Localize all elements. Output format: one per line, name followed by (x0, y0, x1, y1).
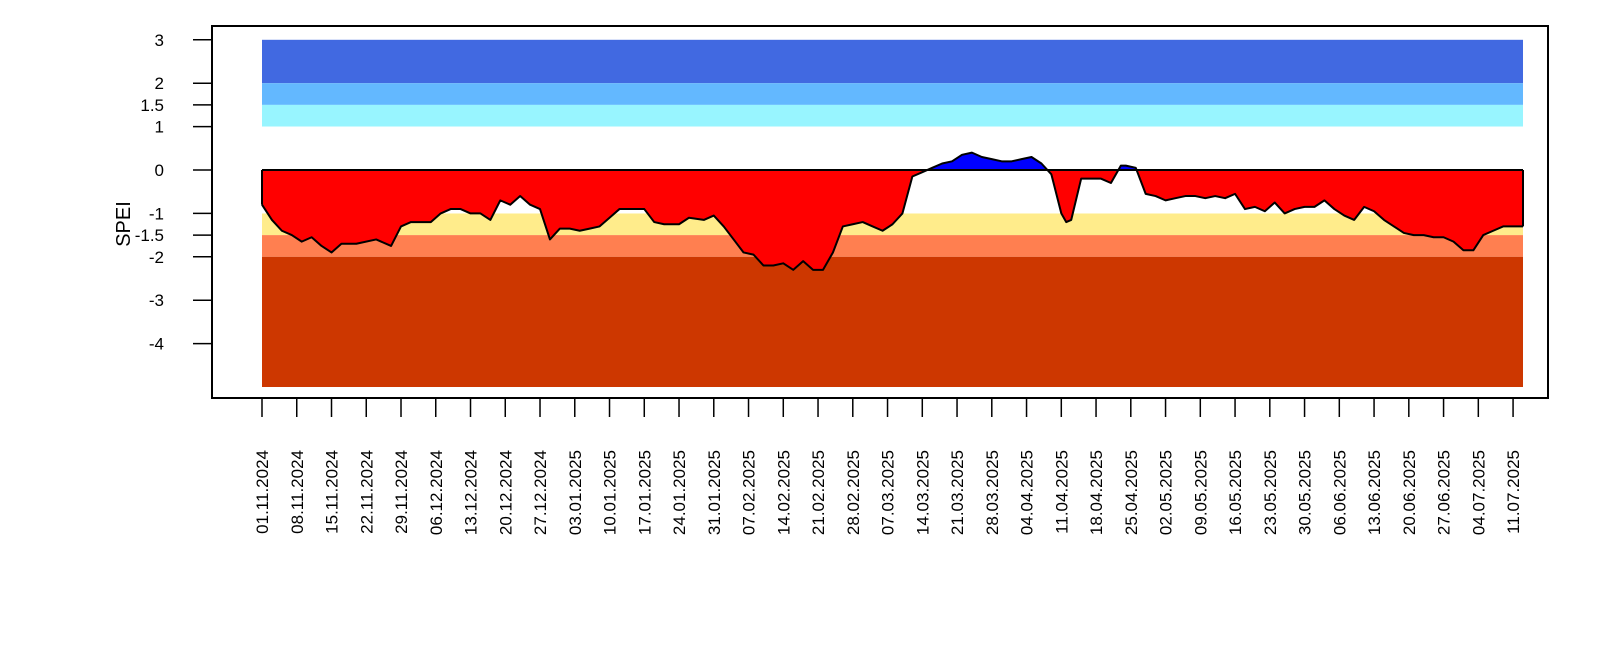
x-tick-label: 20.06.2025 (1400, 450, 1419, 535)
x-tick-label: 13.12.2024 (462, 450, 481, 535)
x-tick-label: 09.05.2025 (1191, 450, 1210, 535)
x-tick-label: 04.07.2025 (1469, 450, 1488, 535)
y-tick-label: -4 (149, 335, 164, 354)
x-tick-label: 22.11.2024 (357, 450, 376, 534)
spei-series-line (261, 151, 1524, 271)
category-band (262, 83, 1523, 105)
x-tick-label: 10.01.2025 (601, 450, 620, 535)
x-tick-label: 02.05.2025 (1157, 450, 1176, 535)
x-tick-label: 21.02.2025 (809, 450, 828, 535)
x-tick-label: 31.01.2025 (705, 450, 724, 535)
x-tick-label: 27.12.2024 (531, 450, 550, 535)
x-tick-label: 13.06.2025 (1365, 450, 1384, 535)
x-tick-label: 20.12.2024 (496, 450, 515, 535)
y-axis-title: SPEI (113, 201, 135, 247)
x-tick-label: 16.05.2025 (1226, 450, 1245, 535)
x-tick-label: 14.02.2025 (774, 450, 793, 535)
x-tick-label: 28.03.2025 (983, 450, 1002, 535)
x-tick-label: 24.01.2025 (670, 450, 689, 535)
x-tick-label: 11.07.2025 (1504, 450, 1523, 534)
x-tick-label: 03.01.2025 (566, 450, 585, 535)
negative-area (262, 170, 1523, 270)
x-tick-label: 07.03.2025 (879, 450, 898, 535)
x-tick-label: 30.05.2025 (1296, 450, 1315, 535)
x-tick-label: 17.01.2025 (635, 450, 654, 535)
x-tick-label: 04.04.2025 (1018, 450, 1037, 535)
x-tick-label: 15.11.2024 (323, 450, 342, 534)
x-tick-label: 07.02.2025 (740, 450, 759, 535)
y-tick-label: -1 (149, 204, 164, 223)
x-tick-label: 18.04.2025 (1087, 450, 1106, 535)
y-tick-label: 2 (155, 74, 164, 93)
x-tick-label: 23.05.2025 (1261, 450, 1280, 535)
x-tick-label: 29.11.2024 (392, 450, 411, 534)
x-tick-label: 28.02.2025 (844, 450, 863, 535)
x-tick-label: 14.03.2025 (913, 450, 932, 535)
x-tick-label: 27.06.2025 (1435, 450, 1454, 535)
y-tick-label: 0 (155, 161, 164, 180)
x-tick-label: 06.06.2025 (1330, 450, 1349, 535)
y-tick-label: -1.5 (135, 226, 164, 245)
y-tick-label: 1 (155, 118, 164, 137)
category-band (262, 104, 1523, 127)
y-tick-label: -2 (149, 248, 164, 267)
x-tick-label: 25.04.2025 (1122, 450, 1141, 535)
y-tick-label: 3 (155, 31, 164, 50)
category-band (262, 235, 1523, 257)
x-tick-label: 21.03.2025 (948, 450, 967, 535)
x-tick-label: 11.04.2025 (1052, 450, 1071, 534)
x-tick-label: 06.12.2024 (427, 450, 446, 535)
y-tick-label: 1.5 (140, 96, 164, 115)
x-tick-label: 08.11.2024 (288, 450, 307, 534)
category-band (262, 39, 1523, 84)
spei-area-fill (262, 152, 1523, 270)
y-tick-label: -3 (149, 291, 164, 310)
x-axis: 01.11.2024 08.11.2024 15.11.2024 22.11.2024… (253, 397, 1523, 535)
y-axis: 3 2 1.5 1 0 -1 -1.5 -2 -3 -4 (135, 31, 213, 354)
category-band (262, 256, 1523, 387)
series-line (261, 151, 1523, 271)
x-tick-label: 01.11.2024 (253, 450, 272, 534)
